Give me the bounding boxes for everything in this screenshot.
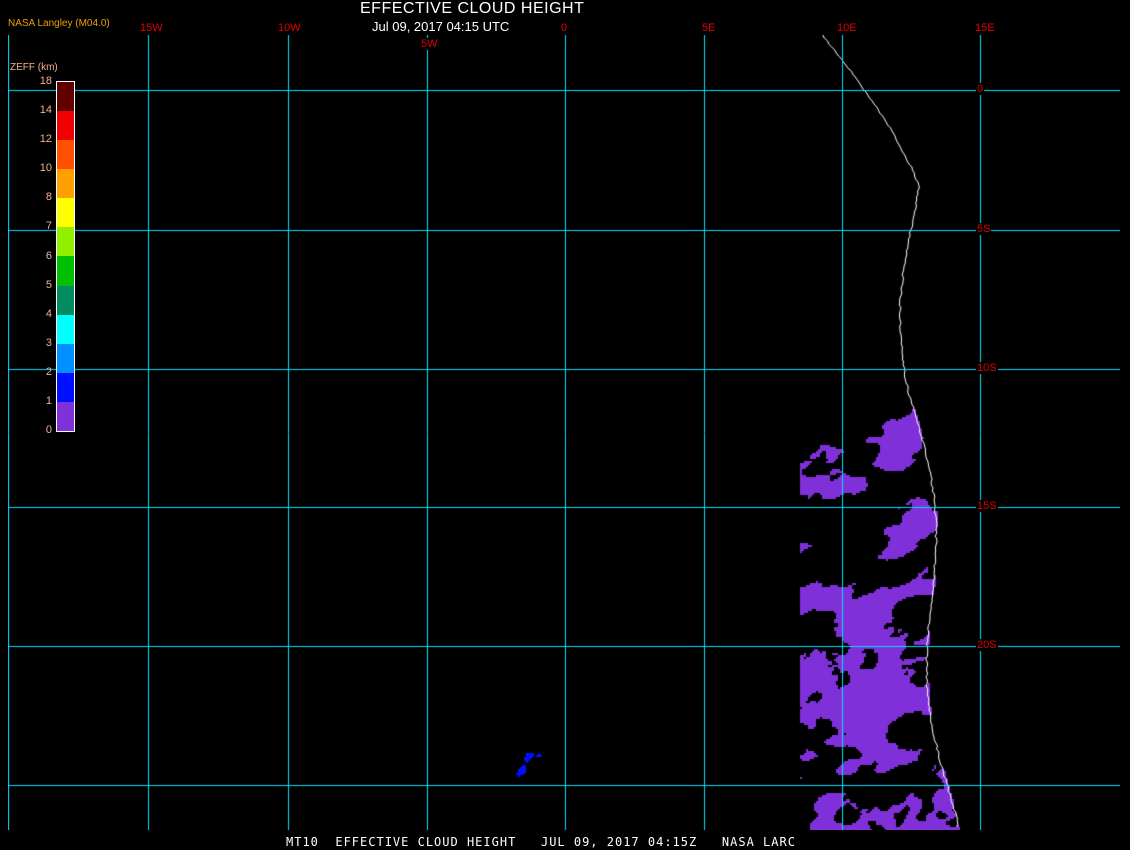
- legend-swatch: [57, 372, 74, 402]
- lon-label: 15E: [975, 22, 995, 34]
- lat-label: 15S: [976, 500, 998, 512]
- legend-swatch: [57, 314, 74, 344]
- legend-tick: 18: [39, 75, 52, 87]
- lon-label: 15W: [140, 22, 163, 34]
- legend-tick: 4: [45, 307, 52, 320]
- legend-swatch: [57, 256, 74, 286]
- legend-tick: 7: [45, 220, 52, 233]
- lon-label: 5E: [702, 22, 716, 34]
- legend-tick: 0: [45, 424, 52, 436]
- legend-swatch: [57, 227, 74, 257]
- map-datetime: Jul 09, 2017 04:15 UTC: [372, 19, 510, 34]
- lat-label: 10S: [976, 362, 998, 374]
- map-title: EFFECTIVE CLOUD HEIGHT: [360, 0, 585, 17]
- legend-tick: 1: [45, 394, 52, 407]
- footer-caption: MT10 EFFECTIVE CLOUD HEIGHT JUL 09, 2017…: [286, 835, 796, 849]
- lon-label: 0: [561, 22, 568, 34]
- credit-label: NASA Langley (M04.0): [8, 18, 110, 29]
- color-legend: ZEFF (km) 18 14 12 10 8 7 6 5 4 3 2 1 0: [10, 62, 75, 436]
- legend-tick: 8: [45, 191, 52, 204]
- legend-colorbar: [56, 81, 75, 432]
- cloud-height-map: [8, 35, 1120, 830]
- legend-tick: 5: [45, 278, 52, 291]
- legend-tick: 6: [45, 249, 52, 262]
- lon-label: 10W: [278, 22, 301, 34]
- legend-swatch: [57, 140, 74, 170]
- lon-label: 10E: [837, 22, 857, 34]
- legend-title: ZEFF (km): [10, 62, 58, 73]
- legend-tick: 12: [39, 133, 52, 146]
- lat-label: 0: [976, 83, 985, 95]
- legend-swatch: [57, 82, 74, 112]
- legend-swatch: [57, 285, 74, 315]
- legend-swatch: [57, 111, 74, 141]
- legend-swatch: [57, 198, 74, 228]
- legend-swatch: [57, 401, 74, 431]
- lat-label: 20S: [976, 639, 998, 651]
- legend-tick: 10: [39, 162, 52, 175]
- legend-tick: 14: [39, 104, 52, 117]
- legend-swatch: [57, 343, 74, 373]
- lat-label: 5S: [976, 223, 992, 235]
- legend-tick: 2: [45, 365, 52, 378]
- legend-tick: 3: [45, 336, 52, 349]
- legend-swatch: [57, 169, 74, 199]
- lon-label: 5W: [420, 38, 439, 50]
